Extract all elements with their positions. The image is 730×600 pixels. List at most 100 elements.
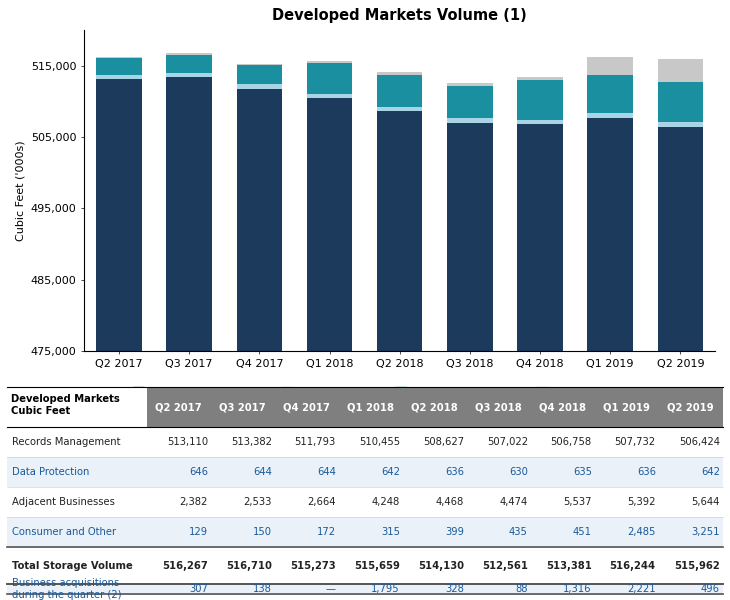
Bar: [517, 80, 563, 120]
Bar: [447, 86, 493, 118]
FancyBboxPatch shape: [403, 517, 466, 547]
FancyBboxPatch shape: [403, 487, 466, 517]
FancyBboxPatch shape: [403, 387, 466, 427]
FancyBboxPatch shape: [147, 387, 211, 427]
Bar: [447, 83, 493, 86]
Text: 646: 646: [189, 467, 208, 478]
Text: 635: 635: [573, 467, 592, 478]
Text: 496: 496: [701, 584, 720, 594]
FancyBboxPatch shape: [274, 427, 339, 457]
Text: 315: 315: [381, 527, 400, 538]
Text: —: —: [326, 584, 336, 594]
Text: 512,561: 512,561: [482, 560, 528, 571]
FancyBboxPatch shape: [466, 457, 531, 487]
FancyBboxPatch shape: [339, 517, 403, 547]
FancyBboxPatch shape: [147, 427, 211, 457]
Text: Q3 2017: Q3 2017: [220, 402, 266, 412]
FancyBboxPatch shape: [7, 547, 147, 584]
Bar: [377, 111, 423, 351]
FancyBboxPatch shape: [531, 427, 595, 457]
Bar: [377, 72, 423, 75]
Text: 1,316: 1,316: [564, 584, 592, 594]
Text: 515,273: 515,273: [291, 560, 336, 571]
FancyBboxPatch shape: [274, 487, 339, 517]
Text: Q4 2018: Q4 2018: [539, 402, 586, 412]
Text: 644: 644: [253, 467, 272, 478]
FancyBboxPatch shape: [274, 457, 339, 487]
Bar: [166, 55, 212, 73]
Text: 5,392: 5,392: [627, 497, 656, 508]
Text: 515,962: 515,962: [674, 560, 720, 571]
Text: 516,244: 516,244: [610, 560, 656, 571]
FancyBboxPatch shape: [7, 487, 147, 517]
Text: 507,022: 507,022: [487, 437, 528, 448]
Bar: [588, 113, 633, 118]
Text: 150: 150: [253, 527, 272, 538]
FancyBboxPatch shape: [274, 584, 339, 594]
FancyBboxPatch shape: [403, 547, 466, 584]
Text: 4,248: 4,248: [372, 497, 400, 508]
FancyBboxPatch shape: [658, 387, 723, 427]
Text: 328: 328: [445, 584, 464, 594]
FancyBboxPatch shape: [211, 584, 274, 594]
Bar: [517, 77, 563, 80]
Text: 399: 399: [445, 527, 464, 538]
FancyBboxPatch shape: [339, 457, 403, 487]
Text: 506,758: 506,758: [550, 437, 592, 448]
Text: Business acquisitions
during the quarter (2): Business acquisitions during the quarter…: [12, 578, 121, 599]
FancyBboxPatch shape: [339, 427, 403, 457]
FancyBboxPatch shape: [595, 487, 658, 517]
Text: 1,795: 1,795: [372, 584, 400, 594]
FancyBboxPatch shape: [595, 517, 658, 547]
FancyBboxPatch shape: [274, 547, 339, 584]
Text: 636: 636: [445, 467, 464, 478]
Text: 172: 172: [317, 527, 336, 538]
FancyBboxPatch shape: [147, 457, 211, 487]
FancyBboxPatch shape: [531, 387, 595, 427]
Text: 2,221: 2,221: [627, 584, 656, 594]
Text: 630: 630: [509, 467, 528, 478]
Bar: [447, 122, 493, 351]
FancyBboxPatch shape: [595, 584, 658, 594]
Text: Q4 2017: Q4 2017: [283, 402, 330, 412]
Bar: [588, 118, 633, 351]
Text: 435: 435: [509, 527, 528, 538]
FancyBboxPatch shape: [147, 487, 211, 517]
Text: 4,468: 4,468: [436, 497, 464, 508]
Bar: [166, 53, 212, 55]
Bar: [96, 74, 142, 79]
FancyBboxPatch shape: [658, 547, 723, 584]
Text: 5,644: 5,644: [691, 497, 720, 508]
Text: 642: 642: [701, 467, 720, 478]
Text: Data Protection: Data Protection: [12, 467, 89, 478]
Bar: [237, 65, 283, 84]
Text: 644: 644: [317, 467, 336, 478]
FancyBboxPatch shape: [403, 584, 466, 594]
Bar: [237, 89, 283, 351]
FancyBboxPatch shape: [339, 584, 403, 594]
Bar: [307, 94, 353, 98]
Bar: [96, 58, 142, 74]
FancyBboxPatch shape: [403, 457, 466, 487]
Text: 513,110: 513,110: [166, 437, 208, 448]
Text: Q2 2019: Q2 2019: [667, 402, 714, 412]
Text: 129: 129: [189, 527, 208, 538]
FancyBboxPatch shape: [211, 487, 274, 517]
Text: 5,537: 5,537: [564, 497, 592, 508]
Text: Q2 2017: Q2 2017: [155, 402, 202, 412]
Bar: [658, 127, 703, 351]
Bar: [307, 63, 353, 94]
Bar: [96, 56, 142, 58]
FancyBboxPatch shape: [466, 487, 531, 517]
FancyBboxPatch shape: [403, 427, 466, 457]
Text: Adjacent Businesses: Adjacent Businesses: [12, 497, 115, 508]
FancyBboxPatch shape: [466, 584, 531, 594]
FancyBboxPatch shape: [211, 517, 274, 547]
Bar: [237, 84, 283, 89]
Text: 307: 307: [189, 584, 208, 594]
Text: 642: 642: [381, 467, 400, 478]
Text: 2,664: 2,664: [307, 497, 336, 508]
FancyBboxPatch shape: [466, 517, 531, 547]
FancyBboxPatch shape: [7, 427, 147, 457]
Text: 138: 138: [253, 584, 272, 594]
